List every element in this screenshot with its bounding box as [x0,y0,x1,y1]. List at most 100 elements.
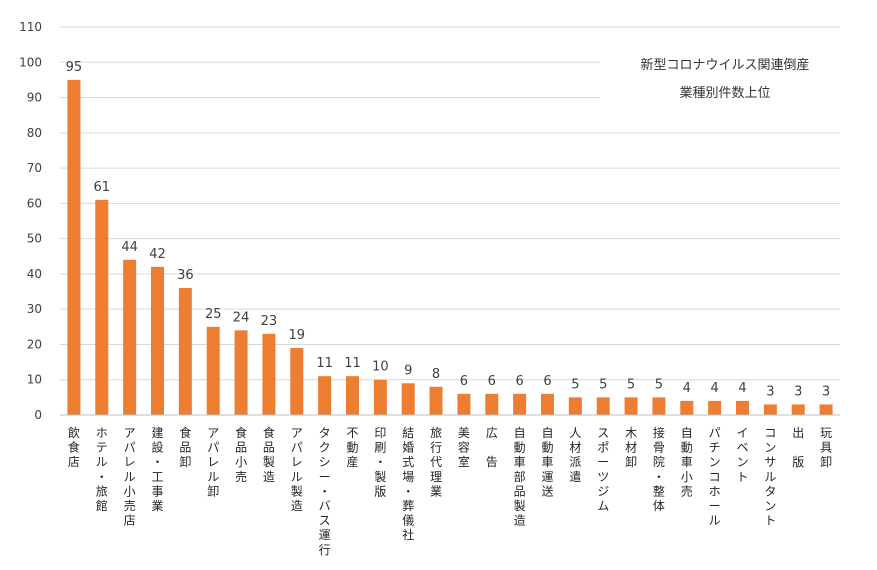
x-axis-tick-labels: 飲食店 ホテル・旅館 アパレル小売店 建設・工事業 食品卸 アパレル卸 食品小売 食品製造 アパ… [68,425,832,557]
x-tick-label: 結婚式場・葬儀社 [402,426,414,542]
x-tick-label: 接骨院・整体 [653,425,665,513]
bar [652,397,666,415]
data-label: 6 [460,374,468,389]
y-tick-label: 10 [27,373,42,387]
bar [178,288,192,415]
bar [568,397,582,415]
data-label: 24 [233,310,250,325]
data-label: 95 [66,60,83,75]
x-tick-label: 自動車部品製造 [514,426,526,528]
x-tick-label: 飲食店 [68,425,80,469]
bar [429,386,443,415]
data-label: 5 [599,377,607,392]
bar [819,404,833,415]
data-label: 9 [404,363,412,378]
data-label: 11 [316,356,333,371]
y-tick-label: 90 [27,91,42,105]
data-label: 19 [289,328,306,343]
data-label: 36 [177,268,194,283]
bar [513,393,527,415]
data-label: 61 [94,180,111,195]
x-tick-label: タクシー・バス運行 [319,426,331,557]
y-tick-label: 80 [27,126,42,140]
data-label: 8 [432,367,440,382]
data-label: 42 [149,247,166,262]
y-axis-tick-labels: 0 10 20 30 40 50 60 70 80 90 100 110 [19,20,42,422]
data-label: 44 [121,240,138,255]
x-tick-label: 食品小売 [235,425,247,484]
y-tick-label: 50 [27,232,42,246]
x-tick-label: 出 版 [792,426,804,469]
bar [206,326,220,415]
data-label: 5 [655,377,663,392]
y-tick-label: 100 [19,55,42,69]
bar [123,259,137,415]
x-tick-label: アパレル小売店 [124,426,136,528]
annotation-line-1: 新型コロナウイルス関連倒産 [640,58,810,73]
data-label: 5 [571,377,579,392]
y-tick-label: 20 [27,337,42,351]
bar [373,379,387,415]
bar [262,333,276,415]
bar [708,400,722,415]
bar [67,79,81,415]
data-label: 6 [488,374,496,389]
bar [485,393,499,415]
x-tick-label: パチンコホール [709,426,721,528]
x-tick-label: コンサルタント [764,426,776,528]
x-tick-label: 食品製造 [263,425,275,484]
y-tick-label: 110 [19,20,42,34]
bar [401,383,415,415]
x-tick-label: 自動車小売 [681,426,693,498]
bar [318,376,332,415]
data-label: 25 [205,307,222,322]
bars [67,79,833,415]
x-tick-label: 人材派遣 [569,426,581,484]
y-tick-label: 30 [27,302,42,316]
x-tick-label: 建設・工事業 [151,426,163,513]
x-tick-label: 木材卸 [625,426,637,469]
bar [95,199,109,415]
data-label: 6 [543,374,551,389]
data-label: 5 [627,377,635,392]
data-label: 6 [516,374,524,389]
x-tick-label: アパレル製造 [291,426,303,513]
bar [596,397,610,415]
y-tick-label: 70 [27,161,42,175]
x-tick-label: 不動産 [346,426,358,469]
x-tick-label: スポーツジム [597,426,609,513]
bar [290,347,304,415]
bar [346,376,359,415]
data-label: 11 [344,356,361,371]
x-tick-label: イベント [736,426,748,484]
bar [234,330,248,415]
data-label: 4 [683,381,691,396]
x-tick-label: 玩具卸 [820,426,832,469]
bar [151,266,164,415]
bar [457,393,471,415]
y-tick-label: 40 [27,267,42,281]
data-label: 3 [766,384,774,399]
bar [624,397,638,415]
data-label: 3 [822,384,830,399]
bar [736,400,749,415]
data-label: 23 [261,314,278,329]
y-tick-label: 60 [27,196,42,210]
x-tick-label: 食品卸 [179,425,191,469]
x-tick-label: ホテル・旅館 [96,426,108,513]
y-tick-label: 0 [34,408,42,422]
chart-annotation: 新型コロナウイルス関連倒産 業種別件数上位 [600,52,850,108]
bar [791,404,805,415]
annotation-line-2: 業種別件数上位 [679,86,771,101]
data-label: 3 [794,384,802,399]
x-tick-label: 印刷・製版 [374,426,386,498]
data-label: 4 [738,381,746,396]
x-tick-label: アパレル卸 [207,426,219,498]
x-tick-label: 自動車運送 [541,426,553,498]
x-tick-label: 旅行代理業 [430,426,442,498]
data-label: 10 [372,360,389,375]
x-tick-label: 美容室 [458,426,470,469]
bar [680,400,694,415]
